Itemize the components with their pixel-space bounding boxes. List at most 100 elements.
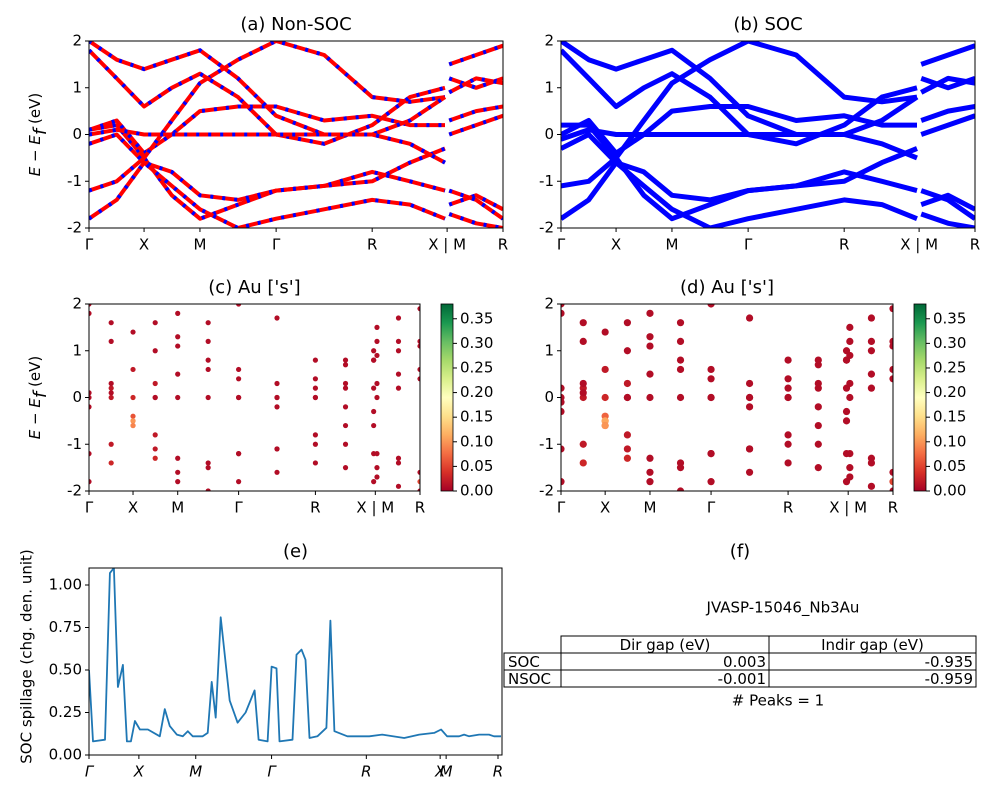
point	[745, 403, 754, 411]
y-tick-label: 0.00	[49, 746, 82, 764]
point	[417, 376, 420, 382]
point	[175, 371, 181, 377]
point	[342, 362, 349, 368]
point	[371, 479, 377, 485]
panel-title: (f)	[730, 541, 750, 562]
point	[417, 338, 420, 344]
y-tick-label: -1	[539, 172, 554, 190]
point	[579, 319, 587, 327]
x-tick-label: R	[361, 763, 371, 781]
point	[108, 380, 114, 387]
table-caption: JVASP-15046_Nb3Au	[706, 599, 860, 618]
point	[676, 356, 685, 364]
point	[846, 450, 854, 458]
point	[646, 342, 654, 350]
point	[784, 459, 792, 467]
point	[152, 394, 158, 401]
plot-area	[89, 41, 503, 228]
point	[814, 403, 822, 411]
x-tick-label: M	[189, 763, 202, 781]
point	[561, 398, 565, 406]
line	[89, 132, 503, 228]
panel-title: (c) Au ['s']	[208, 277, 300, 298]
x-tick-label: R	[970, 236, 980, 254]
point	[371, 408, 377, 415]
point	[89, 451, 92, 457]
point	[623, 454, 632, 462]
point	[342, 441, 349, 447]
colorbar	[440, 303, 454, 492]
point	[676, 365, 685, 374]
x-tick-label: Γ	[557, 236, 566, 254]
point	[274, 315, 280, 321]
point	[274, 446, 280, 452]
point	[89, 310, 92, 316]
y-axis-label-unit: (eV)	[26, 93, 44, 129]
point	[784, 440, 792, 448]
table-value: -0.959	[925, 670, 973, 688]
table-value: 0.003	[723, 653, 766, 671]
point	[175, 394, 181, 401]
point	[152, 380, 158, 387]
y-tick-label: 1.00	[49, 576, 82, 594]
point	[676, 487, 685, 491]
point	[707, 478, 715, 486]
point	[395, 348, 402, 354]
point	[175, 310, 181, 316]
point	[623, 379, 632, 388]
colorbar-tick-label: 0.30	[933, 334, 966, 352]
point	[889, 487, 893, 491]
point	[236, 479, 242, 485]
point	[236, 394, 242, 401]
x-tick-label: M	[665, 236, 678, 254]
point	[342, 404, 349, 410]
point	[579, 459, 587, 467]
point	[89, 304, 92, 307]
point	[395, 371, 402, 377]
colorbar-tick-label: 0.00	[933, 482, 966, 500]
y-tick-label: -1	[67, 172, 82, 190]
point	[814, 379, 822, 388]
point	[374, 394, 380, 401]
y-tick-label: 0.75	[49, 618, 82, 636]
x-tick-label: X	[139, 236, 149, 254]
colorbar-tick-label: 0.10	[460, 432, 493, 450]
y-tick-label: 2	[544, 32, 554, 50]
point	[417, 488, 420, 491]
point	[374, 324, 380, 330]
point	[130, 366, 136, 373]
point	[236, 304, 242, 307]
point	[175, 334, 181, 340]
point	[889, 478, 893, 486]
x-tick-label: Γ	[85, 236, 94, 254]
y-tick-label: 0	[72, 125, 82, 143]
y-axis-label-main: E − E	[26, 398, 44, 440]
point	[707, 393, 715, 402]
point	[371, 357, 377, 363]
colorbar-tick-label: 0.25	[460, 358, 493, 376]
point	[707, 450, 715, 458]
x-tick-label: X | M	[829, 499, 867, 517]
line	[561, 48, 975, 147]
point	[676, 319, 685, 327]
point	[152, 446, 158, 452]
colorbar-tick-label: 0.30	[460, 334, 493, 352]
point	[130, 413, 136, 419]
y-tick-label: 0	[72, 388, 82, 406]
line	[561, 113, 975, 161]
x-tick-label: R	[498, 236, 508, 254]
table-row-label: SOC	[508, 653, 540, 671]
point	[417, 306, 420, 312]
colorbar-tick-label: 0.35	[933, 309, 966, 327]
point	[707, 304, 715, 308]
point	[175, 469, 181, 475]
point	[889, 375, 893, 383]
axes-frame	[88, 303, 421, 492]
point	[842, 407, 851, 416]
point	[867, 370, 876, 378]
point	[846, 464, 854, 472]
point	[89, 390, 92, 396]
x-tick-label: X | M	[356, 499, 394, 517]
point	[867, 347, 876, 355]
